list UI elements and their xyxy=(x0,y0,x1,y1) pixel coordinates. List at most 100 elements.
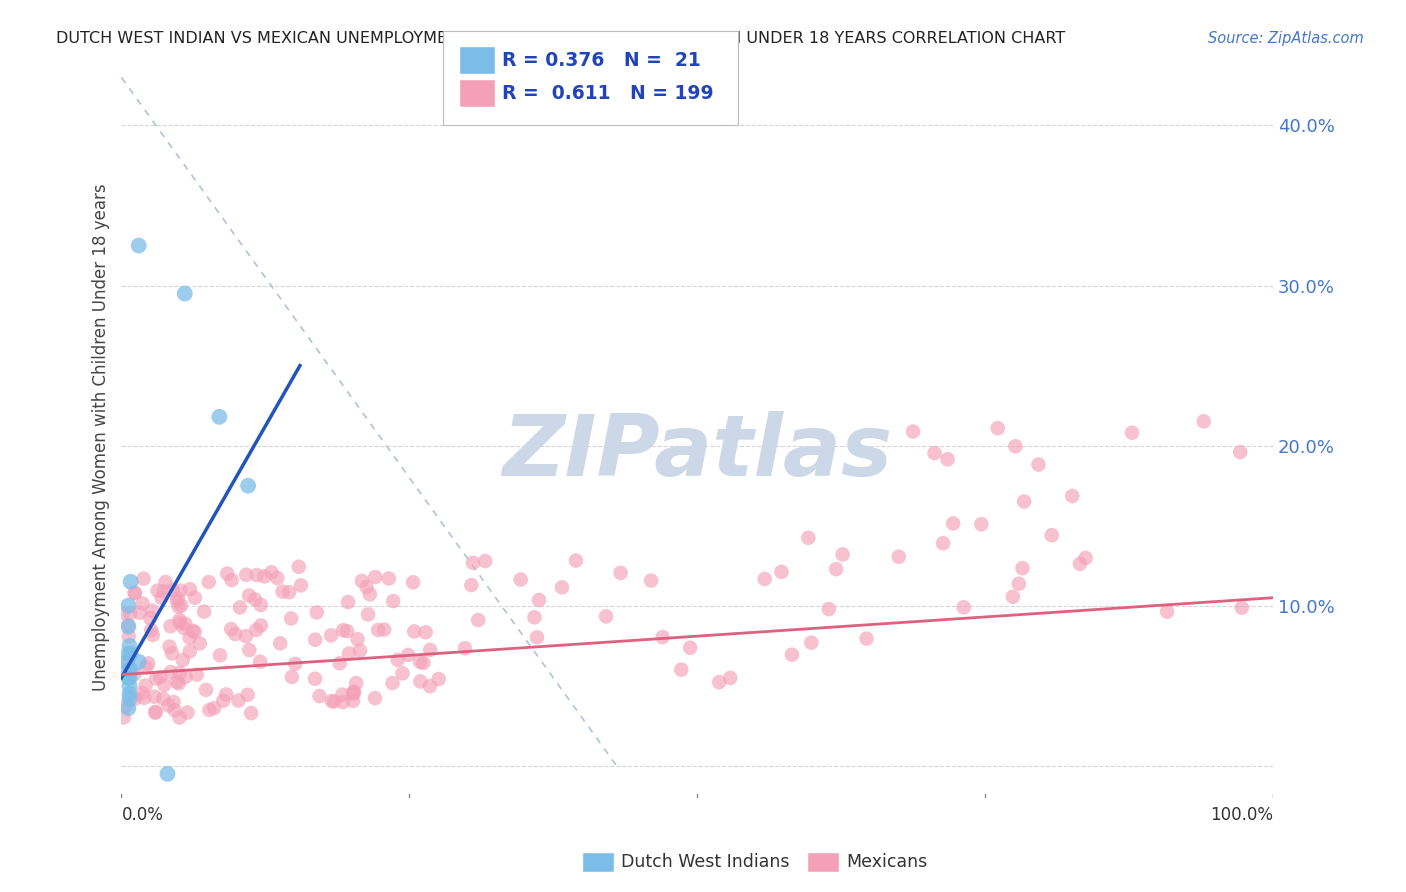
Point xyxy=(173,286,195,301)
Point xyxy=(236,688,259,702)
Text: DUTCH WEST INDIAN VS MEXICAN UNEMPLOYMENT AMONG WOMEN WITH CHILDREN UNDER 18 YEA: DUTCH WEST INDIAN VS MEXICAN UNEMPLOYMEN… xyxy=(56,31,1066,46)
Point xyxy=(243,592,266,607)
Point xyxy=(143,690,166,704)
Point xyxy=(1229,445,1251,459)
Point xyxy=(396,648,419,662)
Point xyxy=(112,710,135,724)
Point xyxy=(1011,561,1033,575)
Point xyxy=(124,586,146,600)
Point xyxy=(170,599,193,613)
Text: Dutch West Indians: Dutch West Indians xyxy=(621,853,790,871)
Point xyxy=(139,611,162,625)
Point xyxy=(364,570,387,584)
Text: 0.0%: 0.0% xyxy=(121,805,163,824)
Point xyxy=(707,675,730,690)
Point xyxy=(188,636,211,650)
Point xyxy=(124,585,146,599)
Point xyxy=(149,670,172,684)
Point xyxy=(117,701,139,715)
Point xyxy=(280,611,302,625)
Point xyxy=(1230,600,1253,615)
Point xyxy=(402,575,425,590)
Point xyxy=(357,607,380,622)
Point xyxy=(120,663,142,677)
Point xyxy=(131,686,153,700)
Point xyxy=(349,643,371,657)
Point xyxy=(332,695,354,709)
Point xyxy=(193,605,215,619)
Point xyxy=(238,589,260,603)
Point xyxy=(818,602,841,616)
Point xyxy=(169,583,191,598)
Point xyxy=(595,609,617,624)
Point xyxy=(166,674,188,689)
Text: Source: ZipAtlas.com: Source: ZipAtlas.com xyxy=(1208,31,1364,46)
Point xyxy=(124,667,146,681)
Text: 100.0%: 100.0% xyxy=(1211,805,1272,824)
Point xyxy=(117,654,139,668)
Point xyxy=(1192,414,1215,428)
Point xyxy=(160,646,183,660)
Point xyxy=(1008,576,1031,591)
Point xyxy=(197,575,219,590)
Point xyxy=(359,587,381,601)
Point xyxy=(718,671,741,685)
Point xyxy=(249,655,271,669)
Point xyxy=(169,613,191,627)
Point xyxy=(167,591,190,606)
Point xyxy=(162,695,184,709)
Text: R =  0.611   N = 199: R = 0.611 N = 199 xyxy=(502,85,714,103)
Point xyxy=(150,591,173,605)
Point xyxy=(153,584,176,599)
Point xyxy=(240,706,263,720)
Point xyxy=(215,688,238,702)
Point xyxy=(467,613,489,627)
Point xyxy=(118,687,141,701)
Point xyxy=(128,238,150,252)
Point xyxy=(367,623,389,637)
Point xyxy=(565,553,588,567)
Point xyxy=(409,674,432,689)
Point xyxy=(924,446,946,460)
Point xyxy=(163,703,186,717)
Point xyxy=(118,679,141,693)
Point xyxy=(118,629,141,643)
Point xyxy=(135,660,157,674)
Point xyxy=(162,583,184,598)
Point xyxy=(159,619,181,633)
Point xyxy=(124,691,146,706)
Point xyxy=(987,421,1010,435)
Point xyxy=(419,679,441,693)
Point xyxy=(952,600,974,615)
Point xyxy=(135,678,157,692)
Point xyxy=(651,630,673,644)
Point xyxy=(1062,489,1084,503)
Point xyxy=(118,691,141,706)
Point xyxy=(970,517,993,532)
Point xyxy=(1074,550,1097,565)
Point xyxy=(427,672,450,686)
Point xyxy=(145,672,167,686)
Point xyxy=(377,572,399,586)
Point xyxy=(195,682,218,697)
Point xyxy=(132,572,155,586)
Point xyxy=(1040,528,1063,542)
Point xyxy=(342,687,364,701)
Point xyxy=(415,625,437,640)
Point xyxy=(527,593,550,607)
Point xyxy=(120,607,142,621)
Point xyxy=(176,706,198,720)
Point xyxy=(169,666,191,681)
Point xyxy=(800,635,823,649)
Point xyxy=(460,578,482,592)
Point xyxy=(266,571,288,585)
Point xyxy=(337,647,360,661)
Point xyxy=(167,599,190,614)
Point xyxy=(344,676,367,690)
Point xyxy=(167,676,190,690)
Point xyxy=(551,580,574,594)
Point xyxy=(382,594,405,608)
Point xyxy=(1069,557,1091,571)
Point xyxy=(229,600,252,615)
Point xyxy=(235,629,257,643)
